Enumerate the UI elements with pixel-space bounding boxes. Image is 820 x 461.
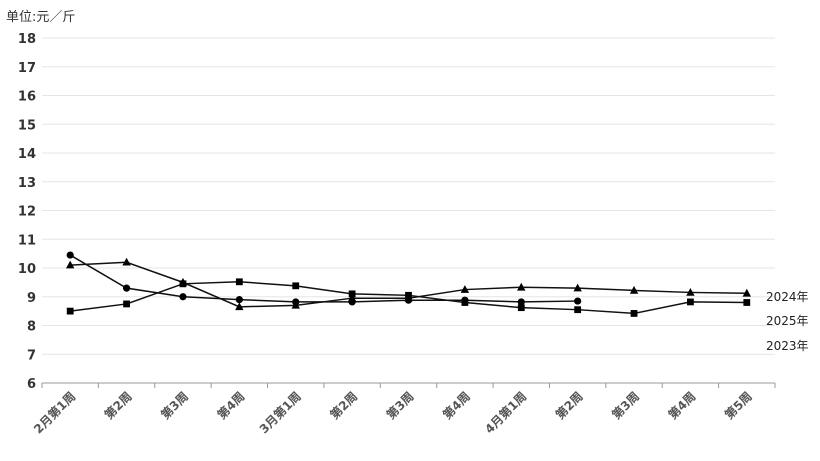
x-tick-label: 第2周 (101, 389, 134, 422)
data-point (66, 251, 74, 259)
y-tick-label: 15 (18, 118, 36, 133)
x-tick-label: 第4周 (214, 389, 247, 422)
data-point (686, 287, 695, 296)
y-tick-label: 8 (27, 320, 36, 335)
x-tick-label: 第5周 (721, 389, 754, 422)
y-tick-label: 7 (27, 348, 36, 363)
data-point (687, 298, 694, 306)
data-point (123, 300, 130, 308)
data-point (517, 304, 525, 312)
data-point (574, 297, 582, 305)
y-tick-label: 9 (27, 291, 36, 306)
y-tick-label: 13 (18, 176, 36, 191)
y-tick-label: 6 (27, 377, 36, 392)
data-point (460, 285, 470, 293)
data-point (348, 298, 356, 306)
x-tick-label: 4月第1周 (482, 389, 530, 437)
y-tick-label: 11 (18, 233, 36, 248)
y-axis-ticks: 6 7 8 9 10 11 12 13 14 15 16 17 18 (18, 32, 36, 392)
series-line (69, 254, 578, 303)
data-point (629, 285, 639, 294)
x-tick-label: 第3周 (158, 389, 191, 422)
data-point (235, 278, 243, 286)
data-point (235, 302, 244, 311)
x-axis: 2月第1周 第2周 第3周 第4周 3月第1周 第2周 第3周 第4周 4月第1周 第2周 第3周第… (30, 382, 776, 437)
y-tick-label: 12 (18, 205, 36, 220)
series-label: 2024年 (766, 290, 809, 304)
data-point (66, 307, 74, 315)
data-point (573, 283, 582, 292)
series-lines (65, 251, 752, 317)
data-point (292, 298, 300, 306)
y-tick-label: 16 (18, 90, 36, 105)
data-point (574, 306, 582, 314)
series-labels: 2024年 2025年 2023年 (766, 290, 809, 353)
grid-lines (42, 37, 775, 355)
data-point (122, 284, 131, 292)
series-label: 2023年 (766, 339, 809, 353)
x-tick-label: 第4周 (665, 389, 698, 422)
x-tick-label: 第3周 (609, 389, 642, 422)
data-point (235, 296, 243, 304)
x-tick-label: 第3周 (383, 389, 416, 422)
x-tick-label: 第2周 (552, 389, 585, 422)
data-point (348, 290, 356, 298)
y-tick-label: 18 (18, 32, 36, 47)
data-point (517, 298, 525, 306)
data-point (517, 282, 526, 291)
data-point (742, 288, 752, 297)
x-tick-label: 第4周 (440, 389, 473, 422)
unit-label: 单位:元／斤 (6, 10, 76, 25)
data-point (743, 299, 751, 306)
data-point (461, 299, 469, 306)
x-tick-label: 3月第1周 (256, 389, 304, 437)
data-point (292, 282, 300, 290)
series-label: 2025年 (766, 314, 809, 328)
data-point (65, 260, 75, 269)
x-tick-label: 第2周 (327, 389, 360, 422)
data-point (179, 293, 187, 301)
data-point (630, 310, 638, 317)
x-tick-label: 2月第1周 (30, 389, 78, 437)
data-point (122, 257, 131, 266)
data-point (405, 291, 412, 299)
y-tick-label: 10 (18, 262, 36, 277)
y-tick-label: 17 (18, 61, 36, 76)
y-tick-label: 14 (18, 147, 36, 162)
data-point (179, 280, 187, 288)
